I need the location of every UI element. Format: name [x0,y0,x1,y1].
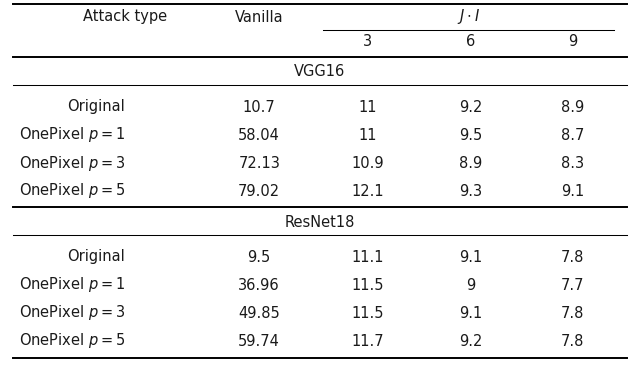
Text: 11.1: 11.1 [352,250,384,264]
Text: OnePixel $p = 5$: OnePixel $p = 5$ [19,332,125,350]
Text: 11.5: 11.5 [352,306,384,320]
Text: Attack type: Attack type [83,9,167,24]
Text: 11: 11 [359,100,377,115]
Text: 9.2: 9.2 [459,100,482,115]
Text: 9.1: 9.1 [459,306,482,320]
Text: OnePixel $p = 1$: OnePixel $p = 1$ [19,276,125,294]
Text: 11.5: 11.5 [352,277,384,293]
Text: 8.9: 8.9 [561,100,584,115]
Text: 7.7: 7.7 [561,277,584,293]
Text: 10.9: 10.9 [352,156,384,170]
Text: Vanilla: Vanilla [235,9,284,24]
Text: OnePixel $p = 3$: OnePixel $p = 3$ [19,303,125,323]
Text: ResNet18: ResNet18 [285,214,355,229]
Text: VGG16: VGG16 [294,65,346,79]
Text: Original: Original [67,100,125,115]
Text: 12.1: 12.1 [352,183,384,199]
Text: OnePixel $p = 3$: OnePixel $p = 3$ [19,153,125,173]
Text: 7.8: 7.8 [561,250,584,264]
Text: 36.96: 36.96 [238,277,280,293]
Text: 11.7: 11.7 [352,334,384,349]
Text: Original: Original [67,250,125,264]
Text: 10.7: 10.7 [243,100,276,115]
Text: 9: 9 [466,277,475,293]
Text: 9.5: 9.5 [248,250,271,264]
Text: 9.3: 9.3 [459,183,482,199]
Text: 58.04: 58.04 [238,127,280,143]
Text: 72.13: 72.13 [238,156,280,170]
Text: 8.7: 8.7 [561,127,584,143]
Text: $J \cdot I$: $J \cdot I$ [458,8,480,26]
Text: 59.74: 59.74 [238,334,280,349]
Text: 9.1: 9.1 [459,250,482,264]
Text: 8.3: 8.3 [561,156,584,170]
Text: 6: 6 [466,35,475,50]
Text: 11: 11 [359,127,377,143]
Text: OnePixel $p = 1$: OnePixel $p = 1$ [19,126,125,144]
Text: 3: 3 [364,35,372,50]
Text: 9.5: 9.5 [459,127,482,143]
Text: OnePixel $p = 5$: OnePixel $p = 5$ [19,182,125,200]
Text: 9: 9 [568,35,577,50]
Text: 9.2: 9.2 [459,334,482,349]
Text: 8.9: 8.9 [459,156,482,170]
Text: 79.02: 79.02 [238,183,280,199]
Text: 9.1: 9.1 [561,183,584,199]
Text: 49.85: 49.85 [238,306,280,320]
Text: 7.8: 7.8 [561,306,584,320]
Text: 7.8: 7.8 [561,334,584,349]
